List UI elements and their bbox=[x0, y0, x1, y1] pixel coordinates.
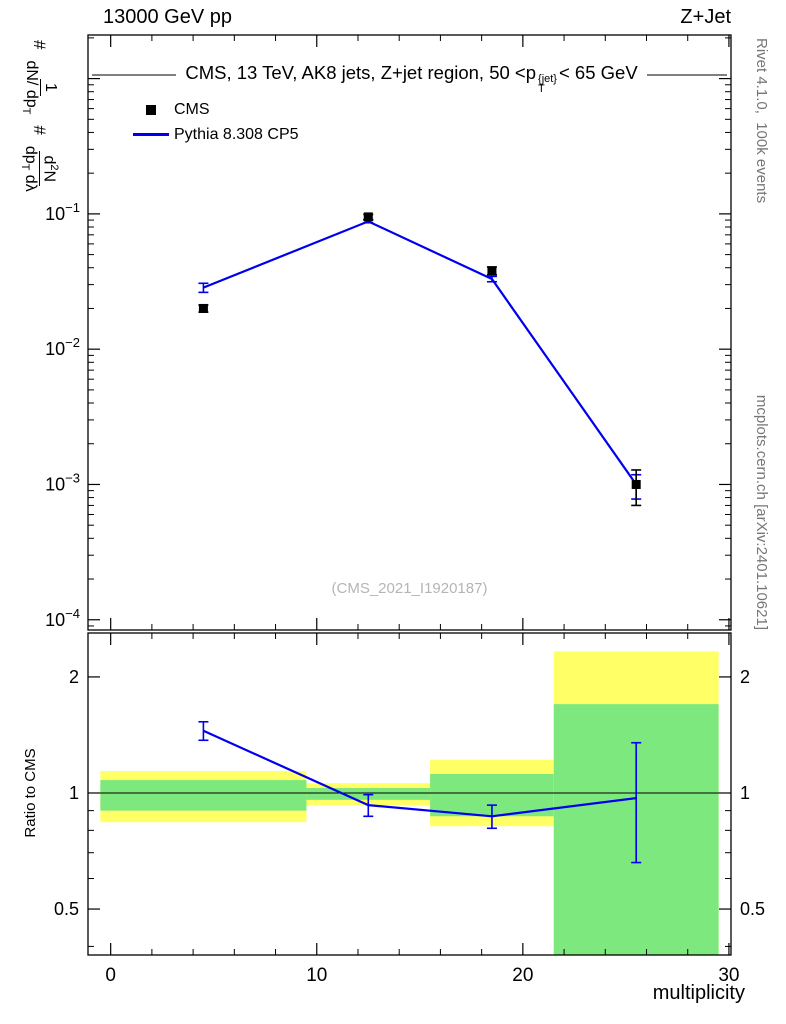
y-tick-label: 10−1 bbox=[45, 200, 80, 224]
legend-item-cms: CMS bbox=[128, 97, 299, 122]
ratio-y-tick-label: 0.5 bbox=[740, 899, 765, 919]
y-tick-label: 10−4 bbox=[45, 606, 80, 630]
ratio-y-tick-label: 0.5 bbox=[54, 899, 79, 919]
ylabel-hash-1: # bbox=[30, 40, 49, 50]
ratio-y-tick-label: 2 bbox=[740, 667, 750, 687]
panel-title-post: < 65 GeV bbox=[558, 62, 638, 83]
main-panel-frame bbox=[87, 34, 732, 631]
legend-label-cms: CMS bbox=[174, 100, 210, 118]
cms-square-marker-icon bbox=[128, 104, 174, 115]
pythia-line-marker-icon bbox=[128, 133, 174, 136]
frac2-num-end: N bbox=[40, 170, 58, 183]
mcplots-arxiv-note: mcplots.cern.ch [arXiv:2401.10621] bbox=[753, 394, 770, 630]
square-marker-icon bbox=[146, 104, 156, 115]
ylabel-hash-2: # bbox=[30, 125, 49, 135]
pythia-line bbox=[203, 220, 638, 486]
ratio-y-tick-label: 1 bbox=[740, 783, 750, 803]
frac2-den-base: dp bbox=[21, 145, 39, 164]
x-tick-label: 20 bbox=[512, 965, 533, 986]
analysis-id-watermark: (CMS_2021_I1920187) bbox=[331, 580, 488, 597]
x-tick-label: 10 bbox=[306, 965, 327, 986]
ratio-y-tick-label: 2 bbox=[69, 667, 79, 687]
ylabel-fraction-1: 1 dN/ dpT bbox=[19, 58, 60, 116]
beam-energy-label: 13000 GeV pp bbox=[103, 6, 232, 28]
ratio-panel-frame bbox=[87, 632, 732, 956]
legend-label-pythia: Pythia 8.308 CP5 bbox=[174, 125, 299, 143]
panel-title: CMS, 13 TeV, AK8 jets, Z+jet region, 50 … bbox=[92, 62, 731, 95]
line-marker-icon bbox=[133, 133, 169, 136]
x-tick-label: 30 bbox=[718, 965, 739, 986]
y-tick-label: 10−3 bbox=[45, 470, 80, 494]
cms-marker bbox=[487, 266, 497, 276]
fraction1-denominator: dN/ dpT bbox=[19, 58, 40, 116]
ratio-y-tick-label: 1 bbox=[69, 783, 79, 803]
frac2-den-end: dλ bbox=[21, 170, 39, 192]
fraction2-denominator: dpT dλ bbox=[18, 144, 39, 194]
fraction1-numerator: 1 bbox=[39, 78, 60, 96]
main-y-axis-label: # 1 dN/ dpT # d2N dpT dλ bbox=[8, 36, 70, 286]
x-tick-label: 0 bbox=[105, 965, 116, 986]
legend: CMS Pythia 8.308 CP5 bbox=[128, 97, 299, 147]
cms-marker bbox=[363, 212, 373, 222]
x-axis-label: multiplicity bbox=[652, 982, 745, 1004]
y-tick-label: 10−2 bbox=[45, 335, 80, 359]
ylabel-fraction-2: d2N dpT dλ bbox=[18, 144, 61, 194]
ratio-y-axis-label: Ratio to CMS bbox=[22, 748, 39, 838]
panel-title-box: CMS, 13 TeV, AK8 jets, Z+jet region, 50 … bbox=[176, 62, 647, 95]
ratio-line bbox=[202, 729, 637, 818]
process-label: Z+Jet bbox=[680, 6, 731, 28]
legend-item-pythia: Pythia 8.308 CP5 bbox=[128, 122, 299, 147]
cms-marker bbox=[631, 479, 641, 489]
pt-jet-supsub: {jet} T bbox=[538, 73, 557, 96]
cms-marker bbox=[198, 303, 208, 313]
panel-title-sub: T bbox=[538, 83, 545, 96]
uncertainty-band-inner bbox=[100, 780, 307, 811]
frac1-den-base: dN/ dp bbox=[22, 60, 40, 108]
frac1-den-sub: T bbox=[19, 107, 32, 115]
fraction2-numerator: d2N bbox=[38, 151, 61, 187]
panel-title-sup: {jet} bbox=[538, 73, 557, 85]
panel-title-pre: CMS, 13 TeV, AK8 jets, Z+jet region, 50 … bbox=[185, 62, 537, 83]
